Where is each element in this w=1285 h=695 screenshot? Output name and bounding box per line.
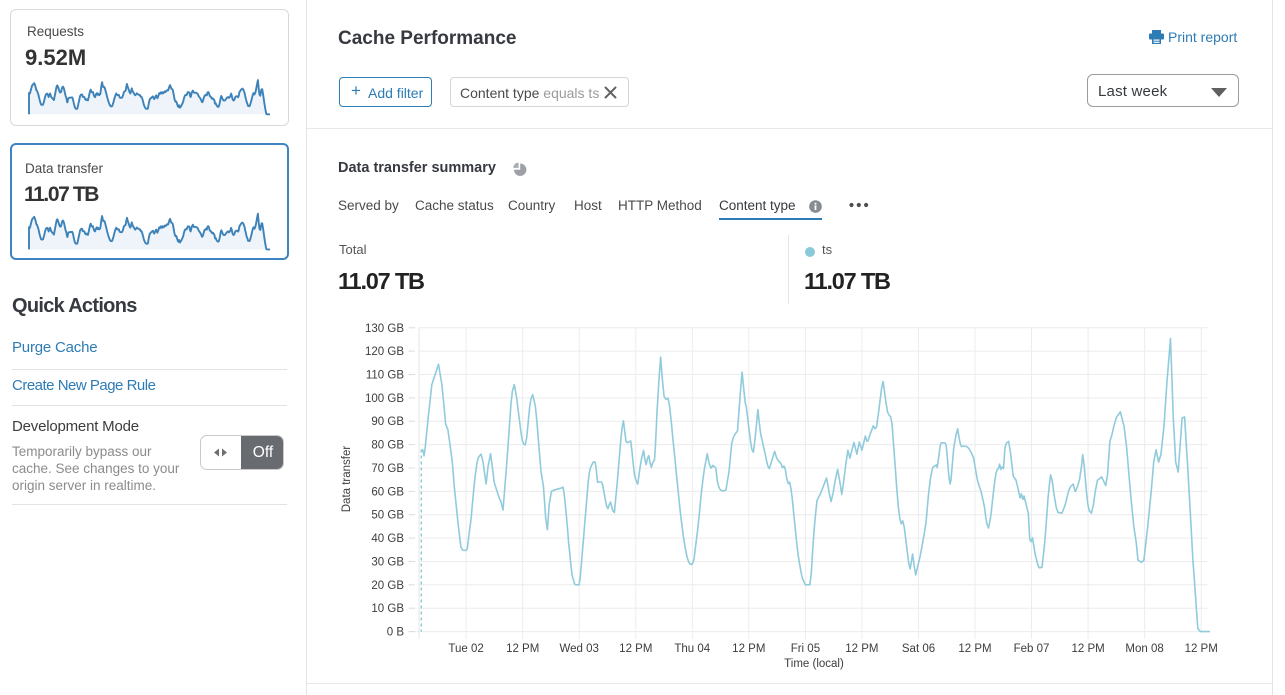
svg-text:Mon 08: Mon 08 bbox=[1125, 643, 1163, 655]
svg-text:120 GB: 120 GB bbox=[365, 346, 404, 358]
svg-text:80 GB: 80 GB bbox=[371, 440, 404, 452]
svg-text:Wed 03: Wed 03 bbox=[559, 643, 598, 655]
svg-text:20 GB: 20 GB bbox=[371, 580, 404, 592]
svg-text:Sat 06: Sat 06 bbox=[902, 643, 935, 655]
svg-text:12 PM: 12 PM bbox=[1185, 643, 1218, 655]
svg-text:100 GB: 100 GB bbox=[365, 393, 404, 405]
svg-text:12 PM: 12 PM bbox=[845, 643, 878, 655]
svg-text:12 PM: 12 PM bbox=[506, 643, 539, 655]
svg-text:90 GB: 90 GB bbox=[371, 416, 404, 428]
svg-text:Feb 07: Feb 07 bbox=[1014, 643, 1050, 655]
svg-text:110 GB: 110 GB bbox=[366, 370, 404, 382]
svg-text:0 B: 0 B bbox=[387, 627, 405, 639]
svg-text:Tue 02: Tue 02 bbox=[448, 643, 483, 655]
svg-text:50 GB: 50 GB bbox=[371, 510, 404, 522]
svg-text:60 GB: 60 GB bbox=[371, 486, 404, 498]
svg-text:12 PM: 12 PM bbox=[1071, 643, 1104, 655]
svg-text:Fri 05: Fri 05 bbox=[791, 643, 820, 655]
svg-text:Thu 04: Thu 04 bbox=[674, 643, 710, 655]
svg-text:12 PM: 12 PM bbox=[732, 643, 765, 655]
svg-text:70 GB: 70 GB bbox=[371, 463, 404, 475]
svg-text:12 PM: 12 PM bbox=[958, 643, 991, 655]
svg-text:10 GB: 10 GB bbox=[371, 603, 404, 615]
svg-text:30 GB: 30 GB bbox=[371, 557, 404, 569]
svg-text:40 GB: 40 GB bbox=[371, 533, 404, 545]
svg-text:Data transfer: Data transfer bbox=[341, 446, 353, 513]
svg-text:Time (local): Time (local) bbox=[784, 658, 844, 670]
svg-text:130 GB: 130 GB bbox=[365, 323, 404, 335]
svg-text:12 PM: 12 PM bbox=[619, 643, 652, 655]
